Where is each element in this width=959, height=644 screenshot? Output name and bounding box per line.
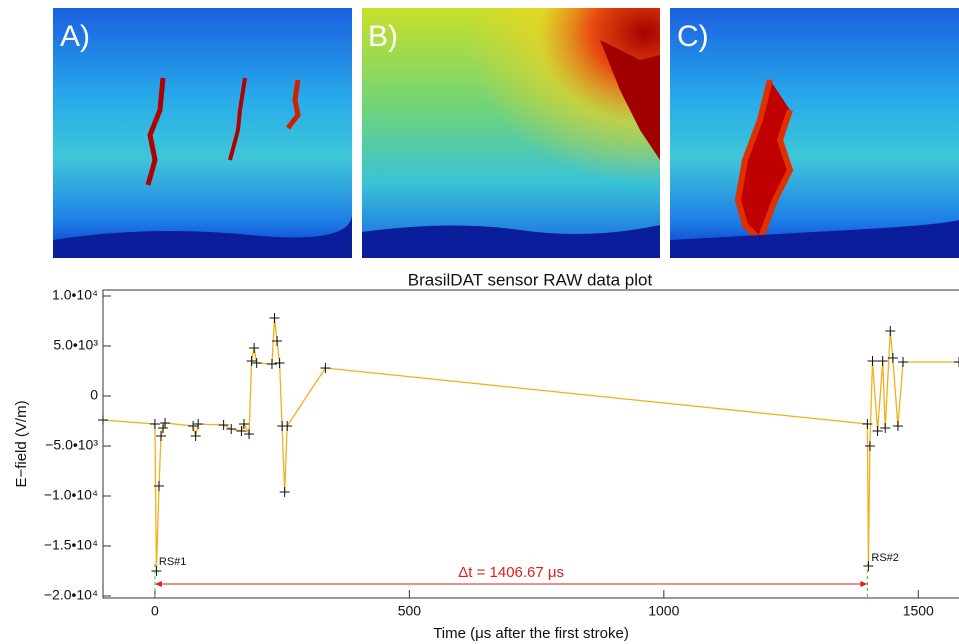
data-point	[274, 358, 285, 368]
data-point	[190, 431, 201, 441]
data-point	[863, 561, 874, 571]
data-line	[102, 317, 959, 572]
x-tick-label: 1000	[648, 603, 679, 619]
data-point	[885, 326, 896, 336]
data-point	[898, 357, 909, 367]
data-point	[218, 420, 229, 430]
panel-label: B)	[368, 20, 398, 53]
data-point	[238, 419, 249, 429]
panel-label: A)	[60, 20, 90, 53]
data-point	[236, 426, 247, 436]
data-point	[877, 356, 888, 366]
y-tick-label: 1.0•10⁴	[52, 287, 98, 303]
y-tick-label: 5.0•10³	[53, 337, 98, 353]
image-a: A)	[53, 8, 352, 258]
data-point	[887, 353, 898, 363]
y-tick-label: −2.0•10⁴	[44, 587, 98, 603]
data-point	[156, 431, 167, 441]
annotation: RS#1	[159, 556, 187, 568]
data-point	[151, 566, 162, 576]
data-point	[269, 313, 280, 323]
data-point	[272, 336, 283, 346]
data-point	[266, 359, 277, 369]
annotation: RS#2	[871, 552, 899, 564]
x-tick-label: 1500	[903, 603, 934, 619]
x-tick-label: 0	[151, 603, 159, 619]
y-tick-label: −1.0•10⁴	[44, 487, 98, 503]
y-tick-label: 0	[90, 387, 98, 403]
y-tick-label: −5.0•10³	[45, 437, 98, 453]
image-c: C)	[670, 8, 959, 258]
data-point	[892, 421, 903, 431]
plot-frame	[102, 289, 959, 599]
data-point	[862, 419, 873, 429]
x-tick-label: 500	[398, 603, 422, 619]
data-point	[193, 419, 204, 429]
data-point	[872, 426, 883, 436]
data-point	[320, 363, 331, 373]
x-axis-label: Time (μs after the first stroke)	[433, 625, 629, 642]
data-point	[160, 418, 171, 428]
data-point	[149, 419, 160, 429]
data-point	[279, 487, 290, 497]
data-point	[282, 421, 293, 431]
data-point	[864, 441, 875, 451]
data-point	[880, 423, 891, 433]
data-point	[98, 415, 108, 425]
data-point	[188, 421, 199, 431]
y-tick-label: −1.5•10⁴	[44, 537, 98, 553]
image-b: B)	[362, 8, 660, 258]
data-point	[153, 481, 164, 491]
data-point	[246, 356, 257, 366]
data-point	[954, 357, 959, 367]
chart-title: BrasilDAT sensor RAW data plot	[408, 270, 653, 289]
y-axis-label: E−field (V/m)	[13, 400, 30, 487]
data-point	[251, 358, 262, 368]
data-point	[226, 424, 237, 434]
annotation: Δt = 1406.67 μs	[458, 564, 564, 581]
panel-label: C)	[677, 20, 709, 53]
data-point	[249, 343, 260, 353]
data-point	[158, 423, 169, 433]
data-point	[244, 429, 255, 439]
data-point	[867, 356, 878, 366]
